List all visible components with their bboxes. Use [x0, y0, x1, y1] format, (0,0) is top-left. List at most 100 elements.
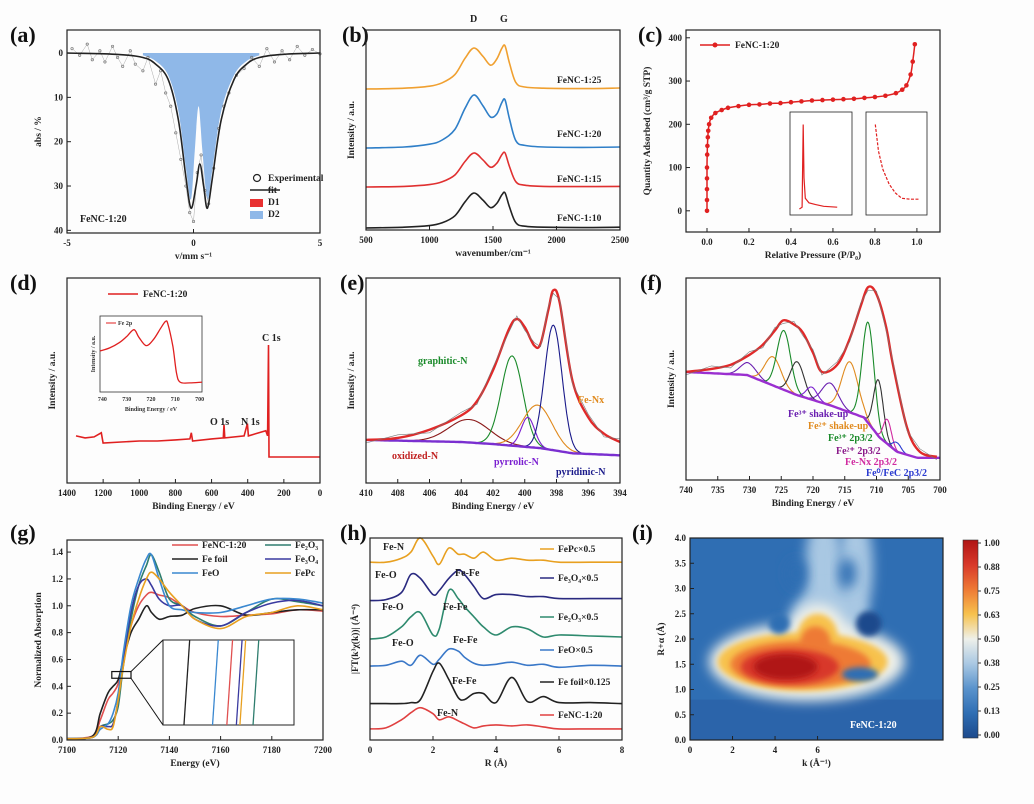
legend-label: fit [268, 186, 278, 196]
panel-label: (a) [10, 22, 36, 47]
data-point [704, 176, 710, 181]
colorbar-tick-label: 0.38 [984, 658, 1000, 668]
legend-label: Fe₃O₄ [295, 555, 318, 565]
x-tick-label: 396 [582, 488, 596, 498]
data-point [706, 121, 712, 127]
colorbar: 1.00 0.88 0.75 0.63 0.50 0.38 0.25 0.13 0.00 [962, 538, 1000, 740]
inset-edge-line [239, 639, 247, 726]
panel-label: (g) [10, 520, 36, 545]
zoom-connector [130, 639, 164, 672]
envelope-line [365, 288, 621, 444]
inset-x-tick-label: 700 [195, 397, 204, 403]
y-axis-label: Intensity / a.u. [347, 101, 357, 159]
annotation-label: G [500, 14, 508, 25]
series-fepc-0-5-line [369, 537, 622, 566]
annotation-label: graphitic-N [418, 356, 468, 367]
panel-f: (f) 740 735 730 725 720 715 710 705 700 Binding En… [640, 270, 947, 509]
legend-label: FeNC-1:20 [735, 41, 780, 51]
x-tick-label: 2 [730, 745, 735, 755]
y-tick-label: 1.5 [675, 659, 687, 669]
inset-edge-line [183, 639, 191, 726]
y-tick-label: 0.0 [52, 735, 64, 745]
data-point [862, 95, 867, 101]
x-tick-label: 710 [870, 485, 884, 495]
x-tick-label: 394 [613, 488, 627, 498]
legend-label: D1 [268, 198, 280, 208]
y-tick-label: 2.5 [675, 609, 687, 619]
series-fe-foil-0-125-line [370, 662, 623, 705]
x-axis-label: Binding Energy / eV [772, 499, 855, 509]
fit-component-pyridinic-N [512, 324, 595, 455]
colorbar-tick-label: 0.63 [984, 610, 1000, 620]
x-tick-label: 398 [550, 488, 564, 498]
data-point [265, 47, 269, 51]
y-axis-label: R+α (Å) [655, 622, 667, 655]
data-point [257, 64, 261, 68]
legend-marker [252, 173, 262, 183]
data-point [98, 49, 102, 53]
colorbar-tick-label: 0.25 [984, 682, 1000, 692]
series-label: FePc×0.5 [558, 545, 596, 555]
panel-label: (c) [638, 22, 662, 47]
annotation-label: C 1s [262, 333, 281, 344]
annotation-label: D [470, 14, 477, 25]
y-tick-label: 10 [54, 92, 64, 102]
data-point [110, 44, 115, 48]
panel-label: (b) [342, 22, 369, 47]
data-point [704, 208, 710, 214]
x-tick-label: 600 [205, 488, 219, 498]
data-point [788, 99, 794, 105]
data-point [820, 97, 825, 103]
series-fenc-1-25-line [365, 44, 621, 90]
series-d2-area [142, 53, 260, 200]
annotation-label: Fe-O [382, 602, 404, 613]
y-axis-label: Intensity / a.u. [667, 350, 677, 408]
x-tick-label: 1.0 [911, 237, 923, 247]
data-point [280, 49, 284, 53]
data-point [154, 82, 158, 86]
x-tick-label: 400 [518, 488, 532, 498]
x-tick-label: 402 [486, 488, 500, 498]
x-tick-label: 408 [391, 488, 405, 498]
legend-marker [712, 42, 718, 48]
plot-frame [685, 29, 941, 233]
data-point [904, 83, 909, 88]
data-point [725, 105, 731, 111]
y-tick-label: 0 [678, 206, 683, 216]
panel-label: (f) [640, 270, 662, 295]
data-point [704, 197, 710, 203]
series-experimental-trace [71, 43, 321, 222]
colorbar-tick-label: 0.50 [984, 634, 1000, 644]
x-tick-label: 6 [815, 745, 820, 755]
y-tick-label: 1.0 [675, 685, 687, 695]
x-tick-label: 2500 [611, 235, 630, 245]
x-tick-label: 1000 [421, 235, 440, 245]
panel-c: (c) 0.0 0.2 0.4 0.6 0.8 1.0 0 100 200 300 400 Relati… [638, 22, 941, 261]
fe2p-inset-frame [99, 315, 203, 393]
x-tick-label: 200 [277, 488, 291, 498]
zoom-connector [130, 677, 164, 726]
inset-y-axis-label: Intensity / a.u. [91, 335, 97, 372]
y-tick-label: 2.0 [675, 634, 687, 644]
data-point [705, 128, 711, 134]
series-label: Fe₃O₄×0.5 [558, 574, 599, 584]
data-point [121, 64, 125, 68]
annotation-label: FeNC-1:20 [80, 214, 127, 225]
y-axis-label: Quantity Adsorbed (cm³/g STP) [642, 67, 653, 196]
inset-x-axis-label: Binding Energy / eV [125, 407, 178, 413]
x-axis-label: Binding Energy / eV [152, 502, 235, 512]
x-tick-label: 6 [557, 745, 562, 755]
data-point [116, 55, 120, 60]
x-tick-label: 800 [169, 488, 183, 498]
series-feo-line [66, 552, 324, 740]
annotation-label: Fe-Nx [578, 395, 604, 406]
data-point [851, 96, 857, 102]
series-fenc-1-20-line [369, 706, 622, 730]
wavelet-heatmap [690, 538, 943, 740]
x-tick-label: 2000 [548, 235, 567, 245]
y-tick-label: 0 [59, 48, 64, 58]
data-point [70, 47, 74, 51]
y-tick-label: 40 [54, 225, 64, 235]
data-point [757, 102, 762, 107]
series-fit-line [66, 52, 321, 210]
